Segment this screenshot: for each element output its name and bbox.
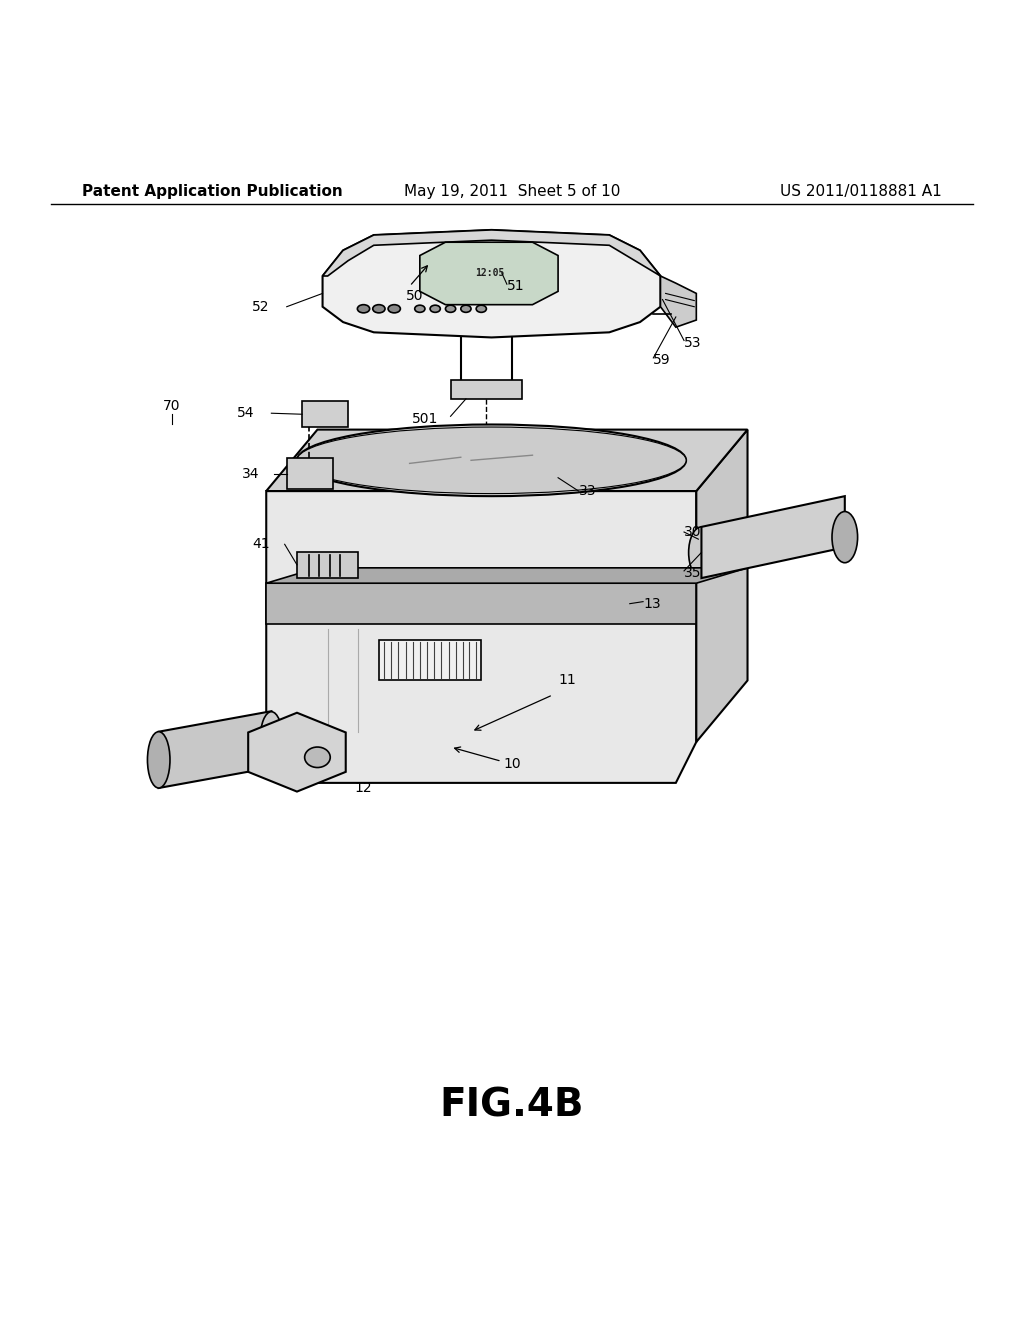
- Bar: [302, 401, 348, 426]
- Ellipse shape: [476, 305, 486, 313]
- Bar: [379, 639, 481, 681]
- Text: Patent Application Publication: Patent Application Publication: [82, 183, 343, 198]
- Text: 41: 41: [252, 537, 270, 552]
- Text: May 19, 2011  Sheet 5 of 10: May 19, 2011 Sheet 5 of 10: [403, 183, 621, 198]
- Ellipse shape: [260, 711, 283, 768]
- Ellipse shape: [297, 425, 686, 496]
- Polygon shape: [266, 568, 748, 583]
- Ellipse shape: [147, 731, 170, 788]
- Text: 54: 54: [237, 407, 255, 420]
- Bar: [297, 553, 358, 578]
- Polygon shape: [701, 496, 845, 578]
- Text: 51: 51: [507, 280, 524, 293]
- Ellipse shape: [297, 428, 686, 494]
- Text: 50: 50: [406, 289, 424, 304]
- Text: 33: 33: [579, 484, 596, 498]
- Bar: [287, 458, 333, 488]
- Ellipse shape: [461, 305, 471, 313]
- Ellipse shape: [357, 305, 370, 313]
- Ellipse shape: [689, 527, 715, 578]
- Text: 12:05: 12:05: [475, 268, 504, 279]
- Polygon shape: [266, 491, 696, 783]
- Text: 35: 35: [684, 566, 701, 579]
- Text: 10: 10: [503, 758, 521, 771]
- Polygon shape: [266, 583, 696, 624]
- Text: 501: 501: [412, 412, 438, 426]
- Ellipse shape: [415, 305, 425, 313]
- Ellipse shape: [430, 305, 440, 313]
- Text: 70: 70: [163, 399, 181, 413]
- Polygon shape: [248, 713, 346, 792]
- Bar: [451, 380, 522, 399]
- Text: 53: 53: [684, 335, 701, 350]
- Polygon shape: [323, 230, 660, 276]
- Polygon shape: [696, 429, 748, 742]
- Text: 59: 59: [653, 352, 671, 367]
- Text: 52: 52: [252, 300, 270, 314]
- Ellipse shape: [305, 747, 330, 767]
- Text: US 2011/0118881 A1: US 2011/0118881 A1: [780, 183, 942, 198]
- Polygon shape: [420, 242, 558, 305]
- Ellipse shape: [831, 512, 858, 562]
- Polygon shape: [323, 230, 660, 338]
- Text: 30: 30: [684, 525, 701, 539]
- Ellipse shape: [373, 305, 385, 313]
- Text: 11: 11: [558, 673, 575, 688]
- Polygon shape: [660, 276, 696, 327]
- Ellipse shape: [388, 305, 400, 313]
- Polygon shape: [266, 429, 748, 491]
- Text: 13: 13: [643, 597, 660, 611]
- Text: 12: 12: [354, 781, 373, 795]
- Polygon shape: [159, 711, 271, 788]
- Ellipse shape: [445, 305, 456, 313]
- Text: FIG.4B: FIG.4B: [439, 1086, 585, 1125]
- Text: 34: 34: [242, 467, 260, 480]
